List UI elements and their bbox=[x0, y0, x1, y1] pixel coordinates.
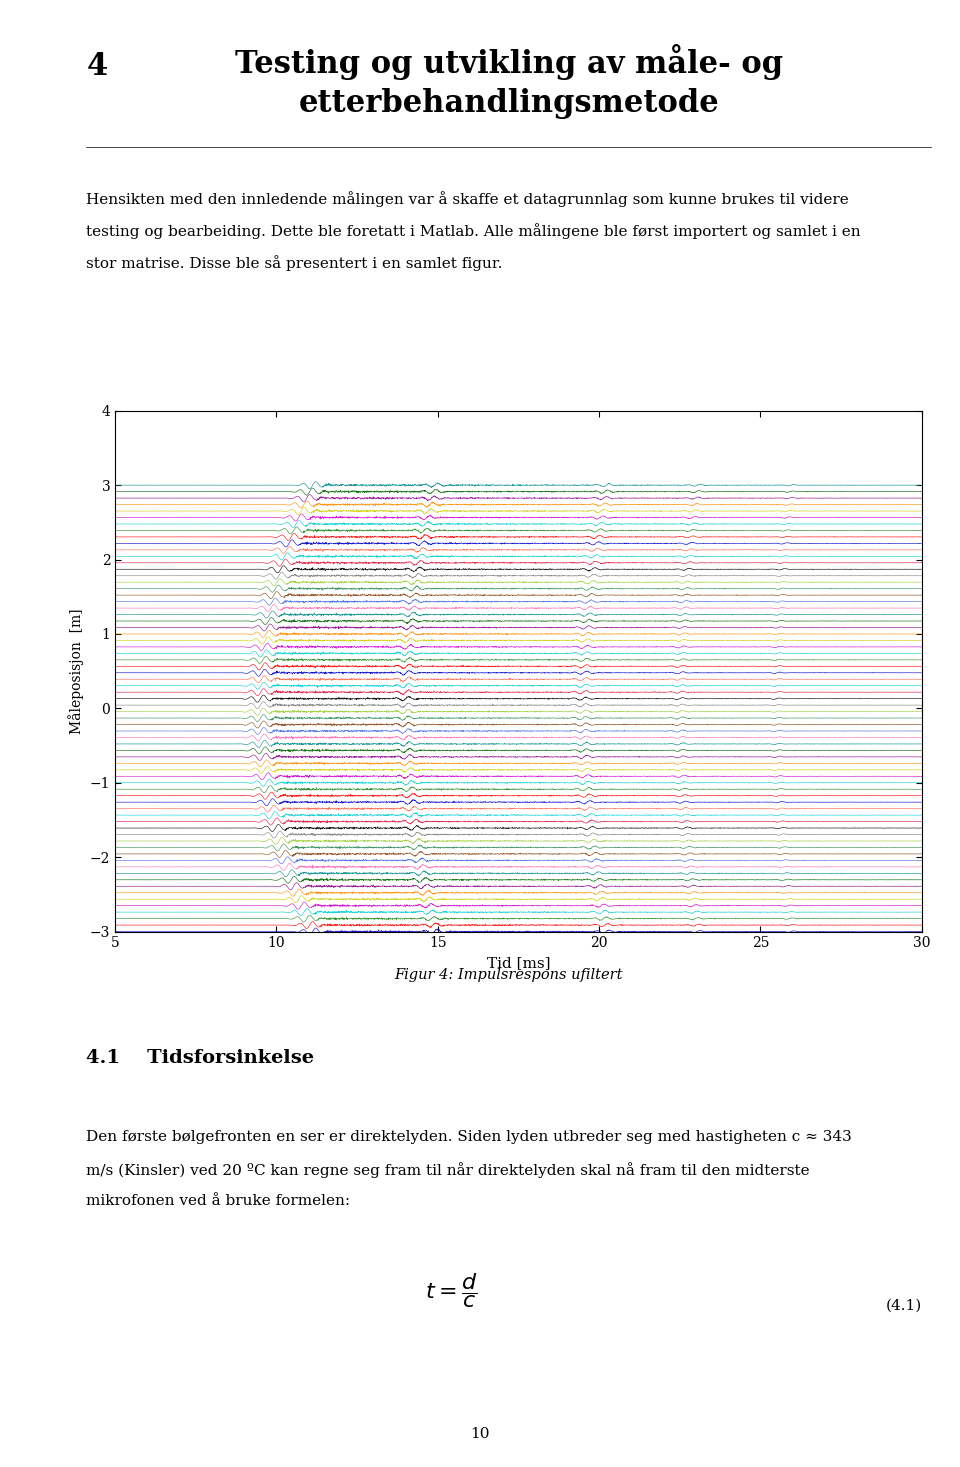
Text: $t = \dfrac{d}{c}$: $t = \dfrac{d}{c}$ bbox=[425, 1272, 477, 1310]
Text: Den første bølgefronten en ser er direktelyden. Siden lyden utbreder seg med has: Den første bølgefronten en ser er direkt… bbox=[86, 1130, 852, 1144]
Text: testing og bearbeiding. Dette ble foretatt i Matlab. Alle målingene ble først im: testing og bearbeiding. Dette ble foreta… bbox=[86, 223, 861, 239]
Text: Hensikten med den innledende målingen var å skaffe et datagrunnlag som kunne bru: Hensikten med den innledende målingen va… bbox=[86, 191, 850, 207]
Text: 4.1    Tidsforsinkelse: 4.1 Tidsforsinkelse bbox=[86, 1049, 314, 1067]
Text: etterbehandlingsmetode: etterbehandlingsmetode bbox=[299, 88, 719, 119]
Text: stor matrise. Disse ble så presentert i en samlet figur.: stor matrise. Disse ble så presentert i … bbox=[86, 255, 503, 271]
Text: m/s (Kinsler) ved 20 ºC kan regne seg fram til når direktelyden skal nå fram til: m/s (Kinsler) ved 20 ºC kan regne seg fr… bbox=[86, 1162, 810, 1178]
Text: 4: 4 bbox=[86, 51, 108, 82]
Text: Figur 4: Impulsrespons ufiltert: Figur 4: Impulsrespons ufiltert bbox=[395, 968, 623, 983]
Text: mikrofonen ved å bruke formelen:: mikrofonen ved å bruke formelen: bbox=[86, 1194, 350, 1209]
Text: (4.1): (4.1) bbox=[885, 1298, 922, 1313]
X-axis label: Tid [ms]: Tid [ms] bbox=[487, 956, 550, 970]
Text: 10: 10 bbox=[470, 1426, 490, 1441]
Text: Testing og utvikling av måle- og: Testing og utvikling av måle- og bbox=[235, 44, 782, 81]
Y-axis label: Måleposisjon  [m]: Måleposisjon [m] bbox=[68, 609, 84, 734]
